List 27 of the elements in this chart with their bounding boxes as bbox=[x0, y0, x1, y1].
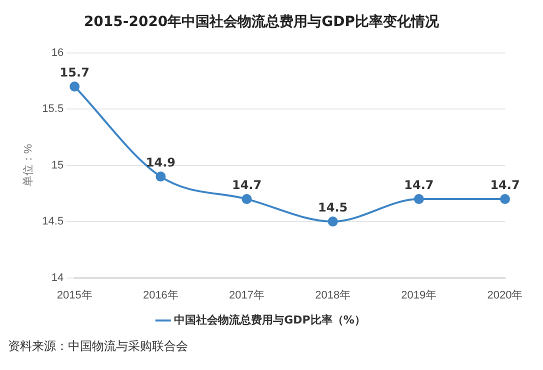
data-label: 14.7 bbox=[490, 178, 520, 192]
y-axis-title: 单位：% bbox=[22, 144, 35, 187]
text: 资料来源：中国物流与采购联合会 bbox=[8, 338, 189, 355]
x-tick-label: 2015年 bbox=[56, 289, 92, 302]
y-tick-label: 15 bbox=[51, 159, 64, 172]
point bbox=[414, 194, 424, 204]
x-tick-label: 2019年 bbox=[401, 289, 437, 302]
y-tick-label: 14 bbox=[51, 272, 64, 284]
point bbox=[328, 216, 338, 227]
x-tick-label: 2018年 bbox=[315, 289, 351, 302]
legend-label: 中国社会物流总费用与GDP比率（%） bbox=[174, 313, 366, 326]
y-tick-label: 15.5 bbox=[42, 103, 64, 116]
x-tick-label: 2017年 bbox=[229, 289, 265, 302]
point bbox=[70, 82, 80, 92]
data-label: 14.7 bbox=[404, 178, 434, 192]
data-label: 14.5 bbox=[318, 200, 348, 215]
data-label: 14.9 bbox=[146, 156, 176, 170]
point bbox=[500, 194, 510, 204]
x-tick-label: 2020年 bbox=[487, 289, 523, 302]
data-label: 14.7 bbox=[232, 178, 262, 192]
data-label: 15.7 bbox=[60, 66, 90, 80]
x-tick-label: 2016年 bbox=[142, 289, 178, 302]
y-tick-label: 14.5 bbox=[42, 216, 64, 228]
y-tick-label: 16 bbox=[51, 46, 64, 59]
point bbox=[156, 172, 166, 182]
point bbox=[242, 194, 252, 204]
chart-title: 2015-2020年中国社会物流总费用与GDP比率变化情况 bbox=[84, 13, 440, 30]
